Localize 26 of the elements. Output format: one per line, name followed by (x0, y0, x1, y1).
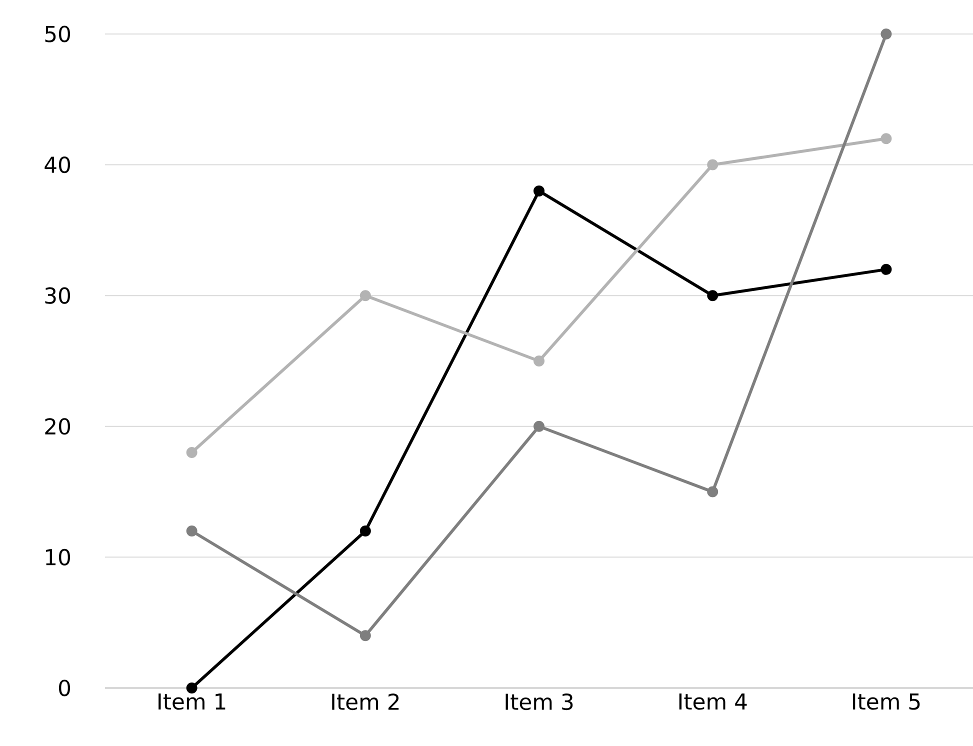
point (186, 447, 198, 458)
y-tick-label: 20 (45, 418, 70, 435)
x-tick-label: Item 3 (506, 694, 573, 710)
y-tick-label: 0 (58, 680, 70, 696)
point (360, 526, 371, 537)
x-tick-label: Item 2 (332, 694, 399, 710)
point (707, 290, 718, 302)
y-tick-label: 30 (45, 287, 70, 304)
y-tick-label: 50 (45, 26, 70, 42)
point (186, 682, 198, 694)
x-tick-label: Item 5 (852, 694, 920, 710)
point (360, 630, 371, 642)
point (534, 185, 545, 196)
point (186, 526, 198, 537)
x-tick-label: Item 1 (158, 694, 226, 710)
y-tick-label: 10 (46, 548, 70, 566)
x-tick-label: Item 4 (679, 694, 747, 710)
point (880, 28, 892, 40)
y-tick-label: 40 (44, 156, 70, 174)
point (880, 133, 892, 144)
point (707, 159, 718, 170)
point (707, 486, 718, 498)
point (534, 355, 545, 366)
point (880, 264, 892, 275)
point (360, 290, 371, 302)
point (534, 420, 545, 432)
